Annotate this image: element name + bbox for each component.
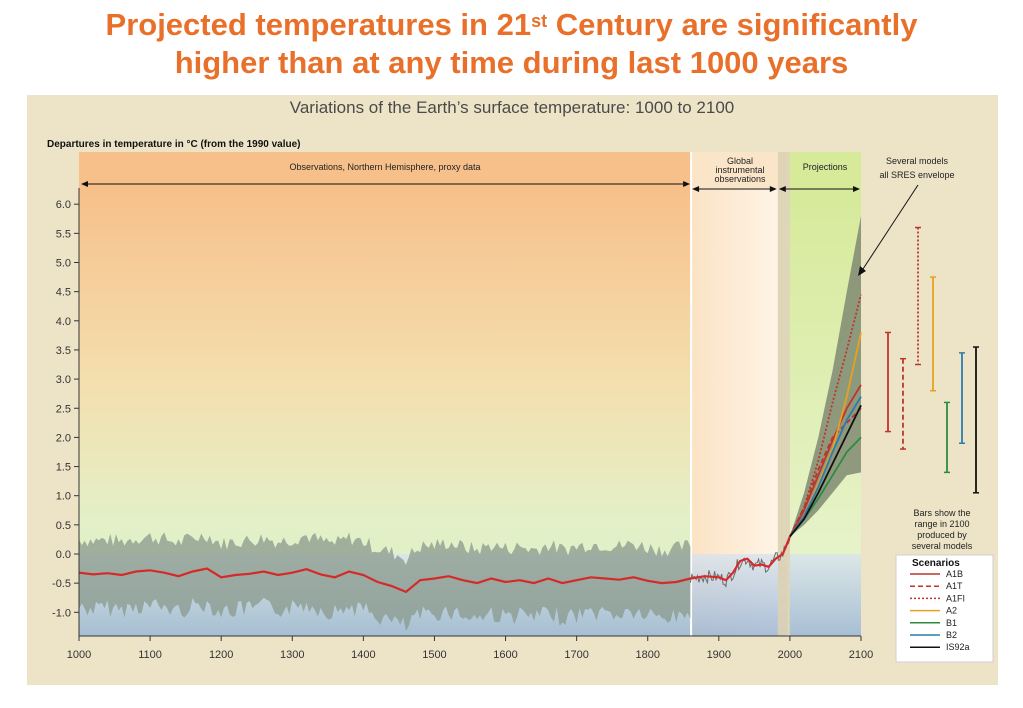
legend-label-b2: B2 [946,630,957,640]
envelope-pointer-line [860,184,919,273]
scenario-series [789,294,862,538]
legend-items: A1B A1T A1FI A2 B1 B2 IS92a [910,569,970,652]
x-tick-label: 1400 [351,649,375,661]
y-tick-label: 3.0 [56,374,71,386]
x-tick-label: 1700 [564,649,588,661]
period-label-instrumental-2: instrumental [715,165,764,175]
y-tick-label: 2.5 [56,403,71,415]
slide-title: Projected temperatures in 21st Century a… [0,6,1023,82]
legend-label-a2: A2 [946,606,957,616]
legend: Scenarios A1B A1T A1FI A2 B1 B2 IS92a [895,554,994,663]
envelope-note-1: Several models [886,156,949,166]
x-tick-label: 1800 [635,649,659,661]
legend-label-b1: B1 [946,618,957,628]
y-tick-label: 1.5 [56,462,71,474]
period-label-instrumental-1: Global [727,156,753,166]
bars-note-2: range in 2100 [914,519,969,529]
y-tick-label: -0.5 [52,578,71,590]
x-tick-label: 1100 [138,649,162,661]
bars-note-4: several models [912,541,973,551]
y-tick-label: 4.5 [56,287,71,299]
overlap-strip [777,152,790,636]
title-superscript: st [531,11,548,31]
proxy-uncertainty-band [79,532,791,632]
series-line-b2 [789,396,862,538]
y-tick-label: 0.0 [56,549,71,561]
slide-title-line2: higher than at any time during last 1000… [174,45,849,80]
period-arrows [81,181,860,192]
y-tick-label: 2.0 [56,432,71,444]
x-tick-label: 2000 [778,649,802,661]
y-tick-label: 0.5 [56,520,71,532]
bars-note-1: Bars show the [913,508,970,518]
period-label-instrumental-3: observations [714,174,766,184]
projection-header-bg [788,152,861,188]
x-tick-label: 1500 [422,649,446,661]
legend-title: Scenarios [912,558,960,569]
title-text-cont: Century are significantly [547,7,918,42]
instrumental-annual-values [689,538,791,588]
envelope-note-2: all SRES envelope [879,170,954,180]
series-line-a1fi [789,294,862,537]
projection-period-arrow-right-head [853,186,860,192]
projection-period-arrow-left-head [778,186,786,192]
series-line-a1t [789,407,862,537]
proxy-period-arrow-right-head [683,181,691,187]
x-tick-label: 2100 [849,649,873,661]
y-tick-label: 4.0 [56,316,71,328]
observed-series [78,536,791,594]
x-tick-label: 1600 [493,649,517,661]
legend-box [895,554,994,663]
range-bars [885,226,979,494]
series-line-a1b [789,384,862,537]
instrumental-period-arrow-left-head [692,186,700,192]
observed-temperature-line [78,536,791,594]
proxy-header-bg [79,152,692,188]
legend-label-a1fi: A1FI [946,593,965,603]
x-tick-label: 1900 [707,649,731,661]
chart-title: Variations of the Earth’s surface temper… [290,98,734,117]
x-tick-label: 1300 [280,649,304,661]
y-axis-label: Departures in temperature in °C (from th… [47,139,301,150]
series-line-is92a [789,404,862,538]
title-text: Projected temperatures in 21 [105,7,532,42]
x-tick-label: 1000 [67,649,91,661]
legend-label-a1t: A1T [946,581,963,591]
bars-note-3: produced by [917,530,967,540]
slide-title-line1: Projected temperatures in 21st Century a… [0,6,1023,44]
axes: 6.0 5.5 5.0 4.5 4.0 3.5 3.0 2.5 2.0 1.5 1.0 0.5 0.0 -… [52,188,873,661]
instrumental-period-arrow-right-head [769,186,777,192]
period-label-projections: Projections [803,162,848,172]
y-tick-label: -1.0 [52,607,71,619]
period-label-proxy: Observations, Northern Hemisphere, proxy… [289,162,480,172]
proxy-period-arrow-left-head [81,181,88,187]
y-tick-label: 6.0 [56,199,71,211]
envelope-pointer-arrowhead [858,266,866,276]
y-tick-label: 3.5 [56,345,71,357]
y-tick-label: 5.5 [56,228,71,240]
proxy-uncertainty-area [79,532,691,632]
instrumental-header-bg [691,152,789,188]
x-tick-label: 1200 [209,649,233,661]
legend-label-a1b: A1B [946,569,963,579]
y-tick-label: 1.0 [56,491,71,503]
y-tick-label: 5.0 [56,258,71,270]
legend-label-is92a: IS92a [946,642,970,652]
